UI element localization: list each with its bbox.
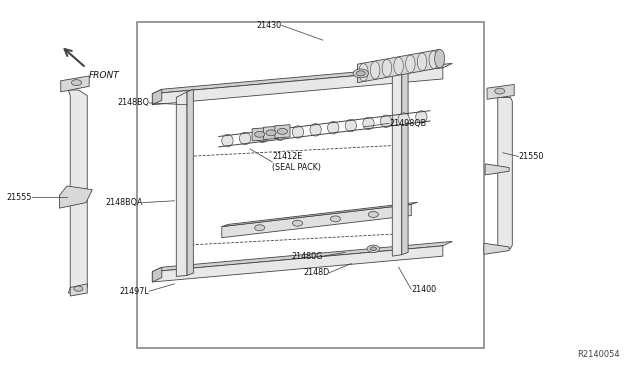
Ellipse shape — [310, 124, 321, 136]
Ellipse shape — [358, 64, 368, 81]
Text: 2148D: 2148D — [303, 268, 329, 277]
Polygon shape — [152, 246, 443, 282]
Ellipse shape — [429, 51, 438, 68]
Text: 2148BQA: 2148BQA — [106, 198, 143, 207]
Polygon shape — [252, 128, 268, 141]
Polygon shape — [176, 92, 187, 276]
Ellipse shape — [275, 128, 286, 140]
Ellipse shape — [239, 132, 251, 145]
Ellipse shape — [406, 55, 415, 73]
Ellipse shape — [328, 122, 339, 134]
Text: 21497L: 21497L — [120, 287, 149, 296]
Circle shape — [72, 80, 81, 86]
Text: 21555: 21555 — [7, 193, 32, 202]
Ellipse shape — [221, 134, 233, 147]
Text: 2148BQ: 2148BQ — [117, 99, 149, 108]
Polygon shape — [152, 68, 443, 105]
Circle shape — [266, 130, 276, 136]
Text: FRONT: FRONT — [89, 71, 120, 80]
Ellipse shape — [398, 113, 410, 125]
Text: 21550: 21550 — [518, 152, 544, 161]
Text: 21400: 21400 — [412, 285, 436, 294]
Polygon shape — [152, 241, 452, 272]
Polygon shape — [487, 84, 514, 99]
Ellipse shape — [371, 61, 380, 79]
Polygon shape — [358, 49, 440, 83]
Circle shape — [292, 220, 303, 226]
Circle shape — [356, 71, 365, 76]
Circle shape — [277, 128, 287, 134]
Text: 21412E
(SEAL PACK): 21412E (SEAL PACK) — [272, 152, 321, 172]
Ellipse shape — [363, 117, 374, 129]
Polygon shape — [152, 89, 162, 105]
Polygon shape — [222, 202, 417, 227]
Circle shape — [368, 211, 378, 217]
Text: R2140054: R2140054 — [577, 350, 620, 359]
Ellipse shape — [292, 126, 303, 138]
Polygon shape — [484, 243, 509, 254]
Text: 21480G: 21480G — [291, 251, 323, 261]
Ellipse shape — [380, 115, 392, 128]
Ellipse shape — [382, 60, 392, 77]
Ellipse shape — [257, 130, 268, 142]
Polygon shape — [68, 90, 87, 293]
Polygon shape — [70, 284, 87, 296]
Polygon shape — [61, 76, 89, 92]
Polygon shape — [485, 164, 509, 175]
Polygon shape — [498, 97, 512, 249]
Polygon shape — [60, 186, 92, 208]
Polygon shape — [187, 89, 193, 275]
Circle shape — [330, 216, 340, 222]
Text: 21498QB: 21498QB — [389, 119, 426, 128]
Ellipse shape — [435, 49, 445, 68]
Circle shape — [370, 247, 376, 251]
Circle shape — [353, 69, 368, 78]
Polygon shape — [222, 205, 412, 238]
Polygon shape — [152, 267, 162, 282]
Circle shape — [255, 131, 265, 137]
Ellipse shape — [345, 119, 356, 132]
Polygon shape — [152, 63, 452, 94]
Polygon shape — [402, 71, 408, 255]
Polygon shape — [275, 125, 290, 138]
Ellipse shape — [394, 57, 403, 75]
Polygon shape — [264, 126, 278, 140]
Circle shape — [255, 225, 265, 231]
Circle shape — [495, 88, 505, 94]
Bar — [136, 22, 484, 349]
Ellipse shape — [416, 111, 427, 123]
Ellipse shape — [417, 53, 427, 71]
Text: 21430: 21430 — [257, 21, 282, 30]
Polygon shape — [392, 73, 402, 256]
Circle shape — [74, 286, 83, 291]
Circle shape — [367, 245, 380, 253]
